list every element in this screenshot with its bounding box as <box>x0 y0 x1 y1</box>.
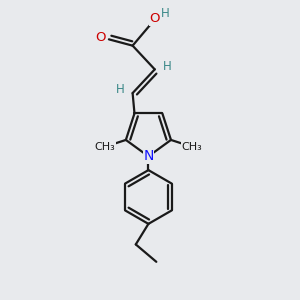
Text: H: H <box>116 83 125 96</box>
Text: O: O <box>96 31 106 44</box>
Text: N: N <box>143 149 154 163</box>
Text: H: H <box>162 60 171 73</box>
Text: H: H <box>160 7 169 20</box>
Text: CH₃: CH₃ <box>182 142 202 152</box>
Text: O: O <box>149 12 160 25</box>
Text: CH₃: CH₃ <box>94 142 115 152</box>
